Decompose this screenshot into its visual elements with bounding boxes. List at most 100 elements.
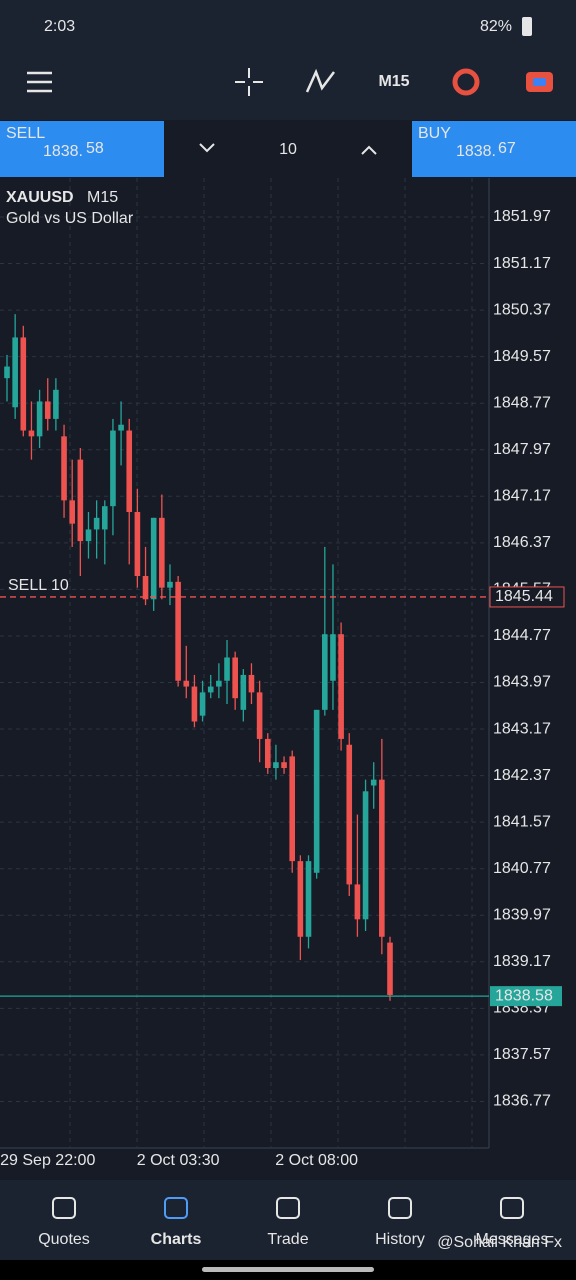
y-tick-label: 1836.77 — [493, 1093, 551, 1110]
y-tick-label: 1843.17 — [493, 720, 551, 737]
bottom-nav — [0, 1180, 576, 1260]
candle-body — [167, 581, 173, 588]
y-tick-label: 1840.77 — [493, 860, 551, 877]
candle-body — [281, 762, 287, 769]
candle-body — [256, 692, 263, 739]
y-tick-label: 1849.57 — [493, 348, 551, 365]
y-tick-label: 1851.17 — [493, 255, 551, 272]
candle-body — [191, 686, 198, 722]
nav-item[interactable]: History — [375, 1231, 425, 1248]
candle-body — [240, 674, 247, 710]
y-tick-label: 1841.57 — [493, 813, 551, 830]
candle-body — [110, 430, 116, 507]
candle-body — [53, 389, 59, 419]
gesture-bar — [202, 1267, 374, 1272]
candle-body — [216, 680, 222, 687]
y-tick-label: 1839.97 — [493, 906, 551, 923]
candle-body — [183, 680, 190, 687]
y-tick-label: 1847.97 — [493, 441, 551, 458]
candle-body — [248, 674, 255, 693]
candle-body — [224, 657, 230, 681]
menu-button[interactable] — [27, 71, 52, 93]
symbol: XAUUSD — [6, 189, 74, 206]
y-tick-label: 1839.17 — [493, 953, 551, 970]
bid-price-box — [490, 986, 562, 1007]
symbol-description: Gold vs US Dollar — [6, 210, 134, 227]
candle-body — [77, 459, 84, 542]
candle-body — [175, 581, 181, 681]
x-tick-label: 29 Sep 22:00 — [0, 1152, 95, 1169]
volume-up[interactable] — [361, 145, 377, 155]
candle-body — [338, 634, 344, 739]
candle-body — [4, 366, 10, 379]
candle-body — [207, 686, 214, 693]
y-tick-label: 1843.97 — [493, 674, 551, 691]
nav-item[interactable]: Messages — [476, 1231, 549, 1248]
sell-button[interactable] — [0, 121, 164, 177]
nav-item[interactable]: Charts — [151, 1231, 202, 1248]
y-tick-label: 1847.17 — [493, 488, 551, 505]
status-time: 2:03 — [44, 18, 75, 35]
buy-label: BUY — [418, 125, 451, 142]
buy-price-big: 67 — [498, 140, 516, 157]
y-tick-label: 1837.57 — [493, 1046, 551, 1063]
nav-icon — [164, 1197, 188, 1219]
candle-body — [159, 517, 165, 588]
nav-item[interactable]: Quotes — [38, 1231, 90, 1248]
nav-icon — [500, 1197, 524, 1219]
y-tick-label: 1848.77 — [493, 394, 551, 411]
bid-price-label: 1838.58 — [495, 987, 553, 1004]
candle-body — [150, 517, 157, 600]
candle-body — [370, 779, 377, 786]
candle-body — [322, 634, 328, 710]
y-tick-label: 1842.37 — [493, 767, 551, 784]
candle-body — [142, 576, 149, 600]
objects-button[interactable] — [452, 68, 480, 96]
candle-body — [199, 692, 206, 716]
candle-body — [379, 779, 385, 937]
candle-body — [12, 337, 18, 408]
candle-body — [313, 709, 320, 873]
nav-icon — [52, 1197, 76, 1219]
y-tick-label: 1846.37 — [493, 534, 551, 551]
trade-icon — [533, 78, 546, 86]
candle-body — [232, 657, 238, 699]
indicators-button[interactable] — [305, 68, 335, 93]
y-tick-label: 1851.97 — [493, 208, 551, 225]
chart-timeframe: M15 — [87, 189, 118, 206]
sell-label: SELL — [6, 125, 45, 142]
candle-body — [297, 861, 304, 937]
y-tick-label: 1850.37 — [493, 301, 551, 318]
watermark: @Sohail Khan Fx — [437, 1234, 562, 1251]
candle-body — [330, 634, 336, 681]
volume-down[interactable] — [199, 143, 215, 153]
candle-body — [134, 512, 141, 577]
status-battery: 82% — [480, 18, 512, 35]
candle-body — [362, 791, 369, 920]
candle-body — [387, 942, 393, 995]
candle-body — [36, 401, 43, 437]
candle-body — [85, 529, 92, 542]
candle-body — [101, 506, 108, 530]
top-bar — [0, 0, 576, 120]
candle-body — [61, 436, 67, 501]
sell-price: 1838. — [43, 143, 83, 160]
order-price-box — [489, 586, 565, 608]
candle-body — [28, 430, 35, 437]
candle-body — [93, 517, 100, 530]
candle-body — [126, 430, 133, 513]
buy-button[interactable] — [412, 121, 576, 177]
volume[interactable]: 10 — [279, 141, 297, 158]
candle-body — [354, 884, 361, 920]
nav-item[interactable]: Trade — [267, 1231, 308, 1248]
candle-body — [289, 756, 296, 862]
order-line-label: SELL 10 — [8, 577, 69, 594]
x-tick-label: 2 Oct 03:30 — [137, 1152, 220, 1169]
timeframe-button[interactable]: M15 — [378, 73, 409, 90]
order-price-label: 1845.44 — [495, 588, 553, 605]
sell-price-big: 58 — [86, 140, 104, 157]
crosshair-button[interactable] — [235, 68, 263, 96]
nav-icon — [388, 1197, 412, 1219]
